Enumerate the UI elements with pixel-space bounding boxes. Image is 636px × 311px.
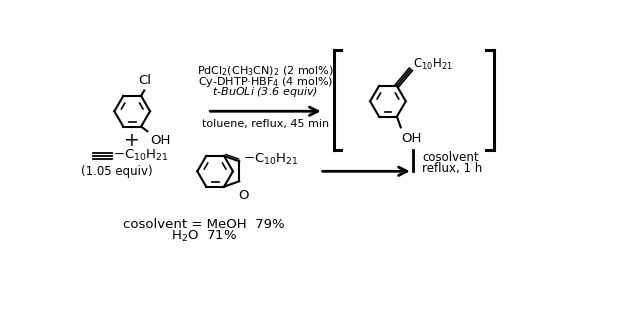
Text: OH: OH bbox=[150, 134, 171, 147]
Text: $t$-BuOLi (3.6 equiv): $t$-BuOLi (3.6 equiv) bbox=[212, 85, 319, 99]
Text: OH: OH bbox=[401, 132, 422, 145]
Text: PdCl$_2$(CH$_3$CN)$_2$ (2 mol%): PdCl$_2$(CH$_3$CN)$_2$ (2 mol%) bbox=[197, 64, 334, 78]
Text: $-$C$_{10}$H$_{21}$: $-$C$_{10}$H$_{21}$ bbox=[113, 148, 169, 164]
Text: Cy-DHTP·HBF$_4$ (4 mol%): Cy-DHTP·HBF$_4$ (4 mol%) bbox=[198, 75, 333, 89]
Text: cosolvent: cosolvent bbox=[422, 151, 479, 164]
Text: (1.05 equiv): (1.05 equiv) bbox=[81, 165, 153, 178]
Text: $-$C$_{10}$H$_{21}$: $-$C$_{10}$H$_{21}$ bbox=[243, 151, 299, 166]
Text: +: + bbox=[124, 131, 140, 150]
Text: toluene, reflux, 45 min: toluene, reflux, 45 min bbox=[202, 118, 329, 128]
Text: O: O bbox=[238, 189, 249, 202]
Text: cosolvent = MeOH  79%: cosolvent = MeOH 79% bbox=[123, 218, 284, 231]
Text: Cl: Cl bbox=[139, 74, 151, 87]
Text: reflux, 1 h: reflux, 1 h bbox=[422, 162, 482, 175]
Text: C$_{10}$H$_{21}$: C$_{10}$H$_{21}$ bbox=[413, 57, 453, 72]
Text: H$_2$O  71%: H$_2$O 71% bbox=[170, 229, 237, 244]
